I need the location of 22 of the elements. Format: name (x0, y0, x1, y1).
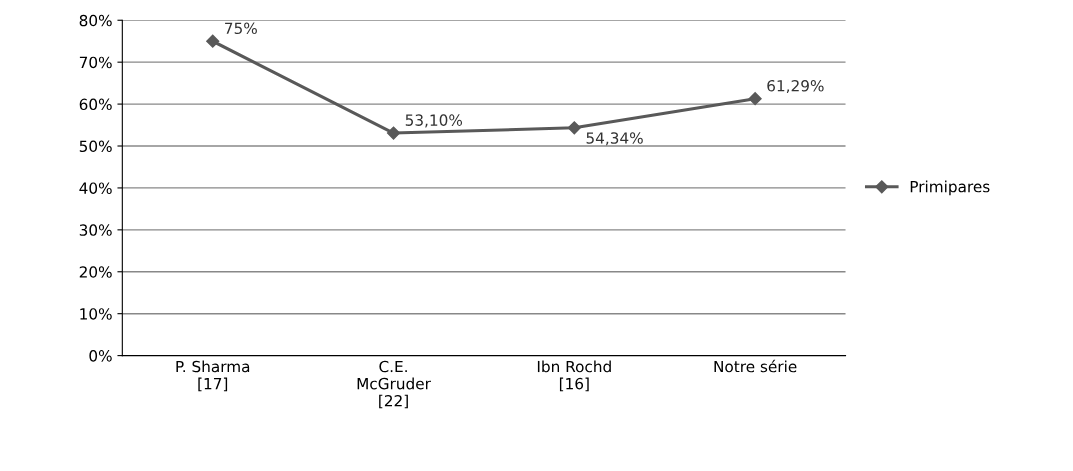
x-tick-label: Notre série (714, 359, 797, 373)
point (567, 121, 581, 135)
x-tick-label: C.E. McGruder [22] (357, 360, 431, 409)
x-tick-label: P. Sharma [17] (176, 360, 250, 392)
data-label: 54,34% (586, 132, 643, 146)
data-label: 61,29% (767, 80, 824, 94)
point (206, 34, 220, 48)
x-tick-label: Ibn Rochd [16] (537, 360, 611, 392)
y-tick-label: 50% (79, 140, 112, 153)
point (748, 92, 762, 106)
y-tick-label: 10% (80, 308, 112, 320)
y-tick-label: 0% (89, 350, 112, 362)
point (386, 126, 401, 140)
y-tick-label: 20% (79, 266, 112, 278)
y-tick-label: 40% (79, 182, 112, 194)
y-tick-label: 80% (79, 14, 112, 27)
legend-label: Primipares (910, 180, 990, 196)
y-tick-label: 30% (79, 224, 112, 236)
y-tick-label: 70% (79, 56, 112, 69)
data-label: 75% (225, 22, 257, 35)
data-label: 53,10% (405, 114, 463, 128)
y-tick-label: 60% (79, 98, 112, 111)
